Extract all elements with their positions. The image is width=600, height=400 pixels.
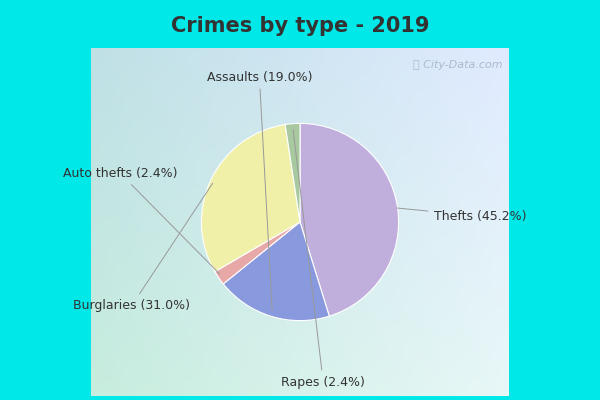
Text: Auto thefts (2.4%): Auto thefts (2.4%) (63, 167, 220, 274)
Wedge shape (300, 123, 398, 316)
Wedge shape (215, 222, 300, 284)
Wedge shape (285, 123, 300, 222)
Text: Burglaries (31.0%): Burglaries (31.0%) (73, 183, 212, 312)
Text: Rapes (2.4%): Rapes (2.4%) (281, 130, 365, 388)
Text: Assaults (19.0%): Assaults (19.0%) (206, 70, 312, 310)
Text: Thefts (45.2%): Thefts (45.2%) (397, 208, 526, 223)
Text: ⓘ City-Data.com: ⓘ City-Data.com (413, 60, 503, 70)
Wedge shape (202, 124, 300, 272)
Wedge shape (223, 222, 329, 320)
Text: Crimes by type - 2019: Crimes by type - 2019 (171, 16, 429, 36)
